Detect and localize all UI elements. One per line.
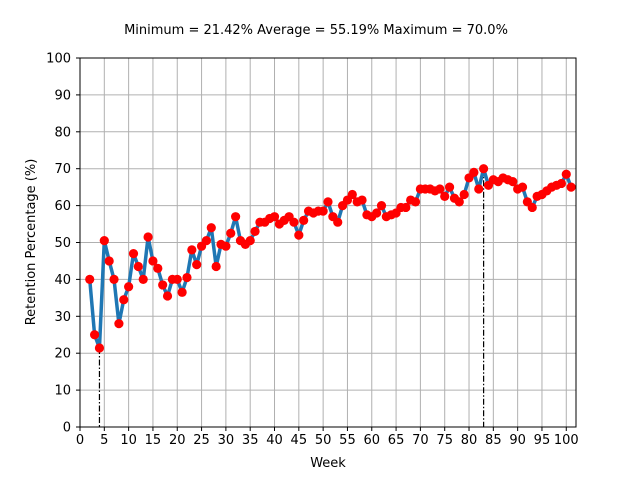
data-point	[192, 260, 202, 270]
data-point	[469, 167, 479, 177]
x-tick-label: 75	[436, 433, 453, 448]
data-point	[454, 197, 464, 207]
data-point	[158, 280, 168, 290]
data-point	[201, 236, 212, 246]
x-tick-label: 20	[169, 433, 186, 448]
data-point	[187, 245, 197, 255]
data-point	[299, 215, 309, 225]
data-point	[561, 169, 571, 179]
x-tick-label: 60	[363, 433, 380, 448]
y-tick-label: 30	[54, 310, 71, 325]
data-point	[104, 256, 114, 266]
y-axis-ticks: 0 10 20 30 40 50 60 70 80 90 100	[46, 52, 80, 436]
data-point	[148, 256, 158, 266]
data-point	[474, 184, 484, 194]
data-point	[206, 223, 216, 233]
data-point	[289, 217, 299, 227]
data-point	[556, 178, 567, 189]
data-point	[89, 330, 100, 340]
data-point	[99, 236, 109, 246]
data-point	[459, 189, 469, 200]
y-tick-label: 0	[63, 421, 71, 436]
x-tick-label: 35	[242, 433, 259, 448]
data-point	[527, 202, 537, 213]
data-point	[376, 201, 387, 211]
y-tick-label: 90	[54, 88, 71, 103]
data-point	[119, 295, 129, 305]
y-tick-label: 10	[54, 384, 71, 399]
x-axis-label: Week	[310, 456, 346, 471]
x-tick-label: 95	[534, 433, 551, 448]
y-tick-label: 80	[54, 125, 71, 140]
y-tick-label: 100	[46, 52, 71, 67]
y-tick-label: 60	[54, 199, 71, 214]
data-point	[440, 191, 450, 201]
data-point	[357, 195, 367, 205]
data-point	[94, 343, 105, 353]
x-tick-label: 85	[485, 433, 502, 448]
x-tick-label: 0	[76, 433, 84, 448]
x-tick-label: 15	[145, 433, 162, 448]
data-point	[444, 182, 455, 192]
x-tick-label: 65	[388, 433, 405, 448]
data-point	[182, 272, 192, 283]
grid-lines	[79, 57, 576, 428]
reference-lines	[98, 168, 485, 427]
chart-title: Minimum = 21.42% Average = 55.19% Maximu…	[124, 23, 508, 38]
x-tick-label: 40	[266, 433, 283, 448]
data-point	[269, 212, 280, 222]
data-point	[401, 202, 411, 213]
y-tick-label: 50	[54, 236, 71, 251]
data-point	[435, 184, 445, 194]
data-point	[109, 274, 119, 284]
data-point	[114, 319, 124, 329]
data-point	[162, 291, 173, 301]
y-tick-label: 20	[54, 347, 71, 362]
data-point	[410, 197, 421, 207]
x-tick-label: 80	[461, 433, 478, 448]
data-point	[133, 261, 143, 272]
x-tick-label: 10	[120, 433, 137, 448]
data-point	[333, 217, 343, 227]
data-point	[138, 274, 148, 284]
x-tick-label: 30	[218, 433, 235, 448]
data-point	[294, 230, 304, 240]
data-point	[153, 263, 163, 273]
data-point	[231, 212, 241, 222]
data-point	[566, 182, 576, 192]
x-axis-ticks: 0 5 10 15 20 25 30 35 40 45 50 55 60 65 70 75 80 85 90 95 10…	[76, 427, 579, 448]
data-point	[221, 241, 231, 251]
data-point	[211, 261, 221, 272]
x-tick-label: 70	[412, 433, 429, 448]
y-tick-label: 70	[54, 162, 71, 177]
data-point	[508, 177, 518, 187]
data-point	[250, 226, 260, 237]
data-markers	[85, 164, 576, 353]
data-point	[128, 248, 139, 259]
data-point	[177, 287, 187, 297]
x-tick-label: 100	[554, 433, 579, 448]
x-tick-label: 55	[339, 433, 356, 448]
data-point	[245, 236, 255, 246]
x-tick-label: 25	[193, 433, 210, 448]
x-tick-label: 45	[291, 433, 308, 448]
x-tick-label: 50	[315, 433, 332, 448]
data-point	[172, 274, 182, 284]
data-point	[318, 206, 328, 216]
data-point	[479, 164, 489, 174]
y-tick-label: 40	[54, 273, 71, 288]
data-point	[347, 189, 357, 200]
data-point	[124, 282, 134, 292]
data-point	[517, 182, 528, 192]
x-tick-label: 5	[100, 433, 108, 448]
data-point	[85, 274, 95, 284]
x-tick-label: 90	[509, 433, 526, 448]
data-point	[323, 197, 333, 207]
data-point	[226, 228, 236, 238]
y-axis-label: Retention Percentage (%)	[24, 159, 39, 326]
data-point	[372, 208, 382, 218]
data-point	[143, 232, 153, 242]
